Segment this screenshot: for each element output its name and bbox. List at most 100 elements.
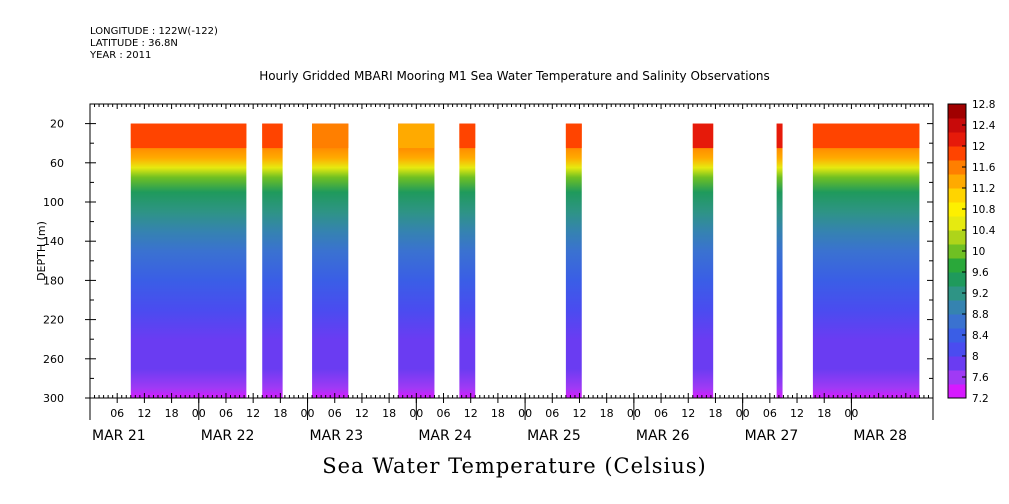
y-tick-label: 180 (43, 274, 64, 287)
x-hour-label: 12 (246, 407, 260, 420)
x-date-label: MAR 28 (853, 428, 907, 444)
colorbar-swatch (948, 216, 966, 231)
x-hour-label: 12 (572, 407, 586, 420)
colorbar-swatch (948, 258, 966, 273)
colorbar-swatch (948, 314, 966, 329)
x-date-label: MAR 24 (418, 428, 472, 444)
data-segment (776, 123, 783, 398)
colorbar-swatch (948, 286, 966, 301)
chart-caption: Sea Water Temperature (Celsius) (322, 454, 707, 478)
x-hour-label: 18 (817, 407, 831, 420)
x-hour-label: 18 (491, 407, 505, 420)
colorbar-label: 12.8 (972, 99, 995, 111)
colorbar-label: 10.4 (972, 225, 996, 237)
colorbar-swatch (948, 230, 966, 245)
data-segment (312, 123, 349, 398)
segment-surface (130, 123, 247, 149)
x-hour-label: 06 (219, 407, 233, 420)
segment-surface (776, 123, 783, 149)
data-segment (262, 123, 283, 398)
data-segment (398, 123, 435, 398)
data-segment (692, 123, 714, 398)
x-date-label: MAR 27 (745, 428, 799, 444)
colorbar-label: 7.6 (972, 372, 989, 384)
year-label: YEAR : 2011 (90, 50, 152, 61)
segment-surface (812, 123, 920, 149)
x-hour-label: 18 (382, 407, 396, 420)
x-hour-label: 06 (328, 407, 342, 420)
x-hour-label: 18 (165, 407, 179, 420)
x-hour-label: 06 (110, 407, 124, 420)
colorbar-label: 12.4 (972, 120, 996, 132)
segment-body (262, 123, 283, 398)
x-hour-label: 06 (545, 407, 559, 420)
x-date-label: MAR 22 (201, 428, 255, 444)
colorbar-label: 12 (972, 141, 985, 153)
colorbar-swatch (948, 300, 966, 315)
colorbar-swatch (948, 118, 966, 133)
segment-body (312, 123, 349, 398)
segment-surface (565, 123, 582, 149)
colorbar-swatch (948, 356, 966, 371)
y-axis-label: DEPTH (m) (35, 221, 48, 281)
x-hour-label: 06 (654, 407, 668, 420)
y-tick-label: 300 (43, 392, 64, 405)
x-date-label: MAR 26 (636, 428, 690, 444)
segment-surface (459, 123, 476, 149)
x-date-label: MAR 21 (92, 428, 146, 444)
x-hour-label: 12 (790, 407, 804, 420)
x-hour-label: 18 (708, 407, 722, 420)
colorbar-swatch (948, 328, 966, 343)
colorbar-label: 10.8 (972, 204, 995, 216)
longitude-label: LONGITUDE : 122W(-122) (90, 26, 218, 37)
colorbar-swatch (948, 160, 966, 175)
colorbar-label: 11.6 (972, 162, 996, 174)
colorbar-swatch (948, 342, 966, 357)
colorbar-label: 9.2 (972, 288, 989, 300)
data-segment (130, 123, 247, 398)
colorbar-swatch (948, 272, 966, 287)
colorbar-label: 8 (972, 351, 979, 363)
colorbar-swatch (948, 384, 966, 399)
y-tick-label: 140 (43, 235, 64, 248)
colorbar-swatch (948, 174, 966, 189)
y-tick-label: 100 (43, 196, 64, 209)
y-tick-label: 220 (43, 314, 64, 327)
segment-surface (692, 123, 714, 149)
y-tick-label: 60 (50, 157, 64, 170)
colorbar-label: 9.6 (972, 267, 989, 279)
colorbar-swatch (948, 188, 966, 203)
data-segments (130, 123, 920, 398)
segment-body (812, 123, 920, 398)
colorbar-swatch (948, 202, 966, 217)
colorbar-label: 10 (972, 246, 985, 258)
colorbar-swatch (948, 244, 966, 259)
segment-surface (312, 123, 349, 149)
x-date-label: MAR 25 (527, 428, 581, 444)
x-hour-label: 12 (681, 407, 695, 420)
y-tick-label: 260 (43, 353, 64, 366)
segment-body (692, 123, 714, 398)
x-hour-label: 18 (273, 407, 287, 420)
segment-body (398, 123, 435, 398)
plot-title: Hourly Gridded MBARI Mooring M1 Sea Wate… (259, 69, 770, 83)
colorbar-label: 8.8 (972, 309, 989, 321)
x-hour-label: 12 (355, 407, 369, 420)
colorbar-swatch (948, 132, 966, 147)
colorbar-swatch (948, 370, 966, 385)
colorbar-label: 8.4 (972, 330, 989, 342)
segment-body (130, 123, 247, 398)
data-segment (565, 123, 582, 398)
x-date-label: MAR 23 (310, 428, 364, 444)
segment-surface (262, 123, 283, 149)
x-hour-label: 12 (137, 407, 151, 420)
x-hour-label: 18 (600, 407, 614, 420)
colorbar: 7.2 7.6 8 8.4 8.8 9.2 9.6 10 10.4 10.8 11.2 11.6 12 1… (947, 99, 996, 405)
colorbar-swatch (948, 146, 966, 161)
x-hour-label: 06 (437, 407, 451, 420)
segment-body (459, 123, 476, 398)
colorbar-label: 11.2 (972, 183, 995, 195)
colorbar-label: 7.2 (972, 393, 989, 405)
colorbar-swatch (948, 104, 966, 119)
